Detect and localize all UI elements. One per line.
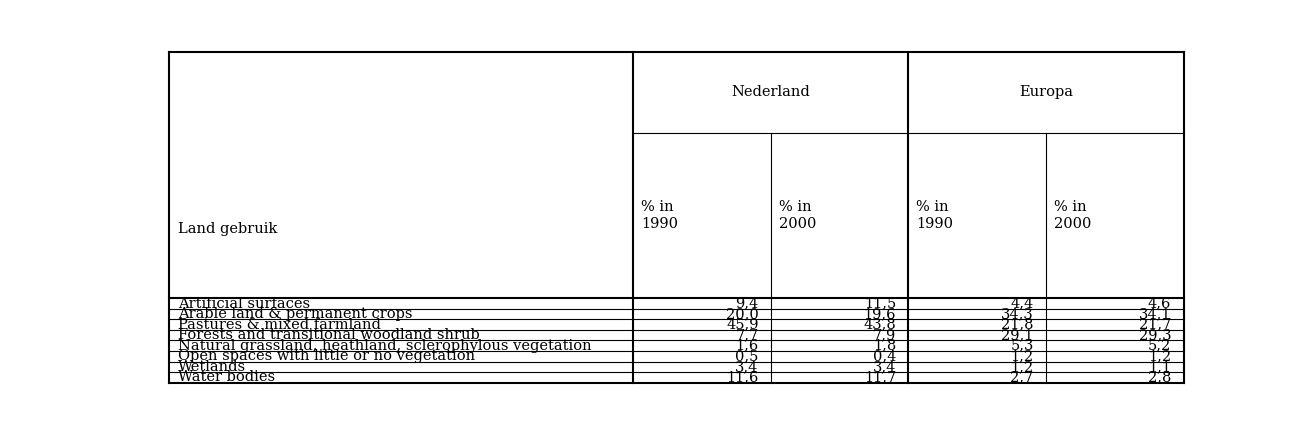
Text: 5,3: 5,3 (1010, 339, 1034, 353)
Text: Open spaces with little or no vegetation: Open spaces with little or no vegetation (178, 349, 475, 363)
Text: 19,6: 19,6 (864, 307, 896, 321)
Text: 2,8: 2,8 (1148, 370, 1172, 384)
Text: 7,7: 7,7 (735, 328, 759, 342)
Text: 34,3: 34,3 (1001, 307, 1034, 321)
Text: 20,0: 20,0 (726, 307, 759, 321)
Text: % in
2000: % in 2000 (778, 200, 817, 230)
Text: Land gebruik: Land gebruik (178, 222, 277, 236)
Text: Wetlands: Wetlands (178, 360, 246, 374)
Text: 5,2: 5,2 (1148, 339, 1172, 353)
Text: 1,2: 1,2 (1148, 349, 1172, 363)
Text: 45,9: 45,9 (726, 318, 759, 332)
Text: 1,2: 1,2 (1010, 349, 1034, 363)
Text: Water bodies: Water bodies (178, 370, 275, 384)
Text: Arable land & permanent crops: Arable land & permanent crops (178, 307, 412, 321)
Text: 21,7: 21,7 (1139, 318, 1172, 332)
Text: Artificial surfaces: Artificial surfaces (178, 297, 310, 310)
Text: % in
1990: % in 1990 (917, 200, 953, 230)
Text: 43,8: 43,8 (864, 318, 896, 332)
Text: 4,6: 4,6 (1148, 297, 1172, 310)
Text: 11,7: 11,7 (864, 370, 896, 384)
Text: 0,5: 0,5 (735, 349, 759, 363)
Text: % in
1990: % in 1990 (642, 200, 679, 230)
Text: Forests and transitional woodland shrub: Forests and transitional woodland shrub (178, 328, 480, 342)
Text: 21,8: 21,8 (1001, 318, 1034, 332)
Text: % in
2000: % in 2000 (1055, 200, 1091, 230)
Text: 2,7: 2,7 (1010, 370, 1034, 384)
Text: 1,2: 1,2 (1010, 360, 1034, 374)
Text: 11,5: 11,5 (864, 297, 896, 310)
Text: 34,1: 34,1 (1139, 307, 1172, 321)
Text: 3,4: 3,4 (873, 360, 896, 374)
Text: Nederland: Nederland (731, 85, 810, 99)
Text: 1,6: 1,6 (735, 339, 759, 353)
Text: Pastures & mixed farmland: Pastures & mixed farmland (178, 318, 380, 332)
Text: 4,4: 4,4 (1010, 297, 1034, 310)
Text: 29,1: 29,1 (1001, 328, 1034, 342)
Text: Europa: Europa (1019, 85, 1073, 99)
Text: 29,3: 29,3 (1139, 328, 1172, 342)
Text: 3,4: 3,4 (735, 360, 759, 374)
Text: 1,1: 1,1 (1148, 360, 1172, 374)
Text: 11,6: 11,6 (726, 370, 759, 384)
Text: 0,4: 0,4 (873, 349, 896, 363)
Text: 7,9: 7,9 (873, 328, 896, 342)
Text: Natural grassland, heathland, sclerophylous vegetation: Natural grassland, heathland, sclerophyl… (178, 339, 592, 353)
Text: 1,8: 1,8 (873, 339, 896, 353)
Text: 9,4: 9,4 (735, 297, 759, 310)
